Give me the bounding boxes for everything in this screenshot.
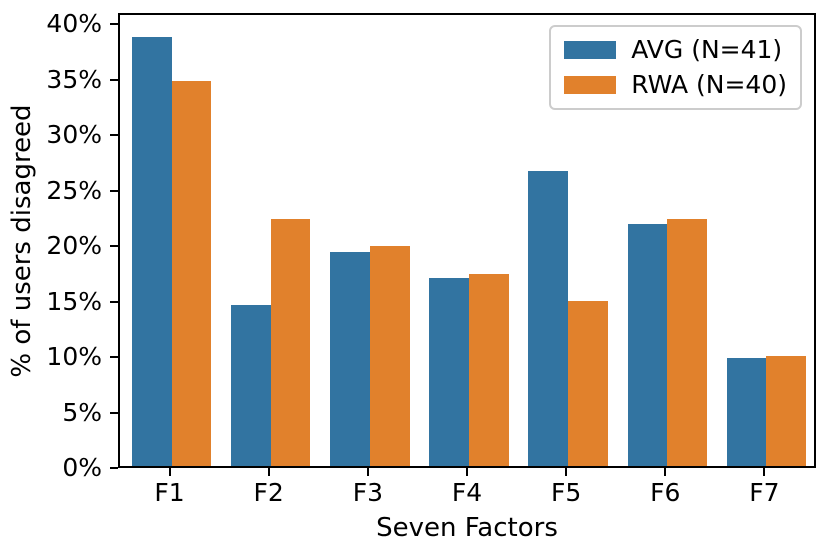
- x-tick-mark: [366, 468, 369, 476]
- y-tick-label: 5%: [62, 397, 102, 427]
- bar-rwa-f4: [469, 273, 509, 466]
- y-tick-label: 30%: [46, 120, 102, 150]
- bar-rwa-f5: [568, 301, 608, 466]
- bar-avg-f4: [429, 277, 469, 466]
- y-tick-mark: [110, 411, 118, 414]
- bar-avg-f2: [231, 305, 271, 466]
- y-tick-mark: [110, 356, 118, 359]
- legend-swatch-avg: [564, 41, 617, 59]
- legend-swatch-rwa: [564, 76, 617, 94]
- bar-rwa-f3: [369, 246, 410, 466]
- y-tick-mark: [110, 467, 118, 469]
- x-tick-mark: [466, 468, 468, 476]
- x-tick-mark: [664, 468, 667, 476]
- bar-avg-f6: [627, 224, 668, 466]
- x-tick-mark: [267, 468, 270, 476]
- y-tick-label: 20%: [46, 231, 102, 261]
- x-tick-label-f7: F7: [749, 478, 780, 507]
- legend: AVG (N=41) RWA (N=40): [549, 25, 802, 110]
- x-tick-label-f3: F3: [352, 478, 383, 507]
- bar-rwa-f2: [270, 218, 311, 466]
- x-tick-label-f1: F1: [154, 478, 185, 507]
- y-tick-label: 15%: [46, 286, 102, 316]
- x-axis-title: Seven Factors: [376, 513, 558, 543]
- y-tick-label: 40%: [46, 9, 102, 39]
- x-tick-mark: [763, 468, 766, 476]
- y-tick-label: 35%: [46, 64, 102, 94]
- bar-rwa-f7: [766, 356, 807, 466]
- x-tick-mark: [565, 468, 568, 476]
- bar-rwa-f1: [171, 81, 212, 466]
- y-tick-mark: [110, 134, 118, 137]
- y-tick-mark: [110, 23, 118, 26]
- bar-avg-f7: [726, 358, 767, 466]
- x-tick-label-f4: F4: [451, 478, 483, 507]
- bar-avg-f5: [528, 171, 569, 466]
- y-tick-mark: [110, 78, 118, 81]
- x-tick-label-f5: F5: [550, 478, 582, 507]
- legend-row-rwa: RWA (N=40): [564, 71, 787, 99]
- x-tick-label-f6: F6: [650, 478, 681, 507]
- y-tick-mark: [110, 189, 118, 192]
- bar-avg-f3: [330, 251, 370, 466]
- x-tick-mark: [168, 468, 171, 476]
- y-tick-mark: [110, 245, 118, 248]
- y-tick-label: 10%: [46, 342, 102, 372]
- bar-rwa-f6: [667, 218, 707, 466]
- y-tick-label: 0%: [62, 453, 102, 482]
- y-tick-mark: [110, 300, 118, 303]
- x-tick-label-f2: F2: [253, 478, 284, 507]
- y-tick-label: 25%: [46, 175, 102, 205]
- legend-label-avg: AVG (N=41): [631, 35, 783, 64]
- legend-label-rwa: RWA (N=40): [631, 70, 787, 99]
- bar-avg-f1: [131, 37, 172, 466]
- legend-row-avg: AVG (N=41): [564, 36, 787, 64]
